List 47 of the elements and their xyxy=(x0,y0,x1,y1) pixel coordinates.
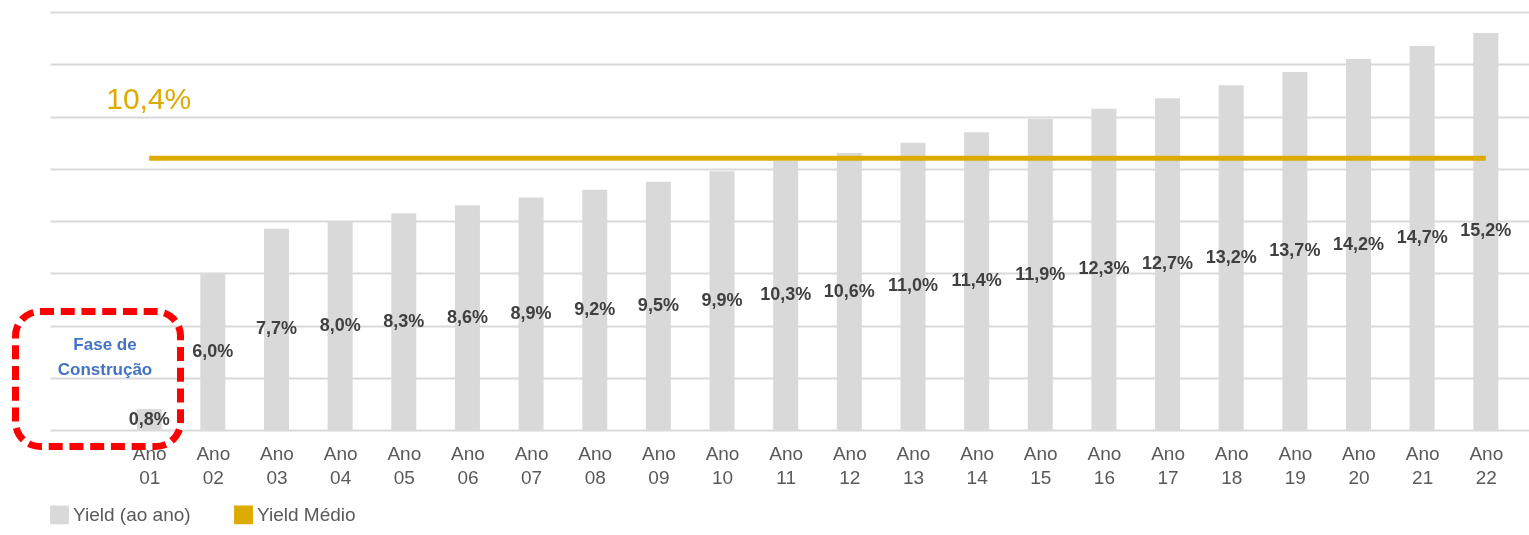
x-tick-label: Ano 04 xyxy=(323,442,358,488)
data-label: 11,0% xyxy=(887,275,938,296)
data-label: 14,2% xyxy=(1332,233,1385,254)
data-label: 0,8% xyxy=(128,408,170,429)
data-label: 11,4% xyxy=(951,270,1002,291)
legend-label: Yield Médio xyxy=(257,503,356,525)
data-label: 10,3% xyxy=(760,284,812,305)
x-tick-label: Ano 11 xyxy=(769,442,804,488)
x-tick-label: Ano 18 xyxy=(1214,442,1249,488)
x-tick-label: Ano 21 xyxy=(1405,442,1440,488)
data-label: 9,5% xyxy=(637,294,679,315)
annotation: Fase de Construção xyxy=(56,334,154,381)
data-label: 14,7% xyxy=(1396,226,1448,247)
data-label: 9,2% xyxy=(574,298,616,319)
x-tick-label: Ano 12 xyxy=(832,442,867,488)
data-label: 8,0% xyxy=(319,314,361,335)
x-tick-label: Ano 20 xyxy=(1342,442,1376,488)
data-label: 6,0% xyxy=(192,340,234,361)
data-label: 13,7% xyxy=(1269,240,1321,261)
data-label: 9,9% xyxy=(701,289,743,310)
data-label: 12,7% xyxy=(1142,253,1194,274)
x-tick-label: Ano 15 xyxy=(1023,442,1058,488)
data-label: 15,2% xyxy=(1460,220,1512,241)
x-tick-label: Ano 19 xyxy=(1278,442,1313,488)
x-tick-label: Ano 09 xyxy=(641,442,676,488)
x-tick-label: Ano 02 xyxy=(196,442,231,488)
x-tick-label: Ano 06 xyxy=(451,442,485,488)
data-label: 8,6% xyxy=(446,306,488,327)
x-tick-label: Ano 22 xyxy=(1469,442,1504,488)
data-label: 8,9% xyxy=(510,302,552,323)
x-tick-label: Ano 03 xyxy=(260,442,294,488)
x-tick-label: Ano 17 xyxy=(1151,442,1185,488)
legend-label: Yield (ao ano) xyxy=(73,503,191,525)
x-tick-label: Ano 13 xyxy=(896,442,931,488)
x-tick-label: Ano 05 xyxy=(387,442,422,488)
x-tick-label: Ano 16 xyxy=(1087,442,1122,488)
annotation: 10,4% xyxy=(106,82,192,116)
data-label: 8,3% xyxy=(383,310,425,331)
x-tick-label: Ano 08 xyxy=(578,442,613,488)
data-label: 13,2% xyxy=(1205,246,1257,267)
x-tick-label: Ano 14 xyxy=(960,442,995,488)
data-label: 11,9% xyxy=(1015,263,1066,284)
x-tick-label: Ano 07 xyxy=(514,442,549,488)
x-tick-label: Ano 10 xyxy=(705,442,740,488)
data-label: 12,3% xyxy=(1078,258,1130,279)
data-label: 7,7% xyxy=(255,318,298,339)
data-label: 10,6% xyxy=(823,280,875,301)
